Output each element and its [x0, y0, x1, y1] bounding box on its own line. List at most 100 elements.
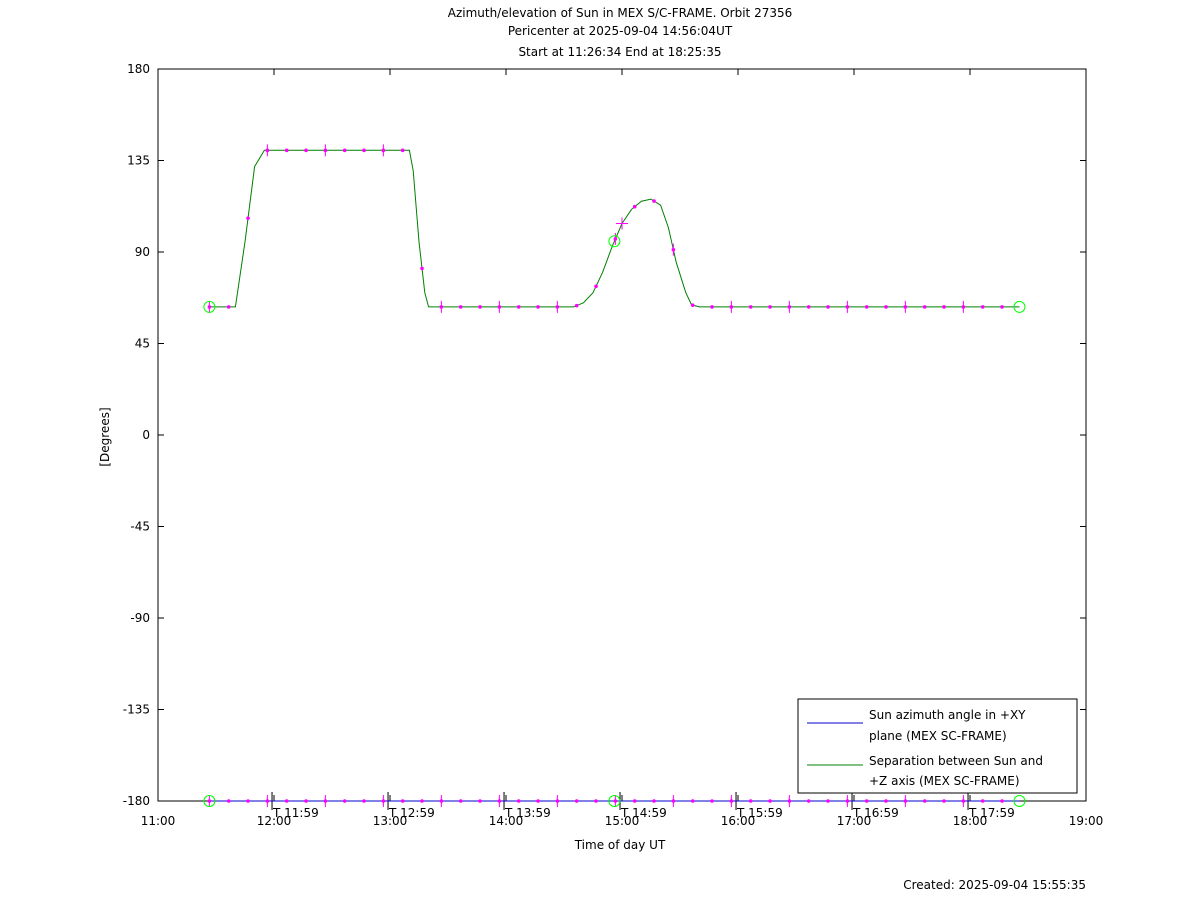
- marker-point: [922, 799, 927, 803]
- marker-point: [826, 305, 830, 309]
- chart-title-line-2: Pericenter at 2025-09-04 14:56:04UT: [508, 24, 733, 38]
- x-tick-label: 13:00: [373, 814, 408, 828]
- legend-box: [797, 698, 1078, 794]
- marker-point: [304, 148, 308, 153]
- y-tick-label: -90: [130, 611, 150, 625]
- marker-point: [768, 799, 772, 803]
- y-tick-label: 0: [142, 428, 150, 442]
- marker-point: [284, 148, 289, 153]
- legend-label-separation-line-2: +Z axis (MEX SC-FRAME): [869, 774, 1020, 788]
- legend: Sun azimuth angle in +XY plane (MEX SC-F…: [797, 698, 1078, 794]
- marker-point: [478, 799, 482, 803]
- x-tick-label: 17:00: [837, 814, 872, 828]
- marker-point: [710, 799, 714, 803]
- marker-point: [478, 305, 482, 309]
- marker-point: [574, 799, 579, 803]
- y-tick-label: 90: [135, 245, 150, 259]
- time-marker-label: T 14:59: [620, 806, 667, 820]
- legend-label-azimuth-line-1: Sun azimuth angle in +XY: [869, 708, 1026, 722]
- marker-point: [710, 305, 714, 309]
- marker-point: [864, 305, 869, 309]
- marker-point: [536, 799, 540, 803]
- chart-title: Azimuth/elevation of Sun in MEX S/C-FRAM…: [448, 6, 793, 59]
- marker-point: [594, 284, 598, 289]
- marker-point: [342, 148, 347, 153]
- marker-point: [420, 266, 424, 271]
- event-circle: [1013, 300, 1026, 313]
- marker-point: [304, 799, 308, 803]
- event-circle: [608, 235, 621, 248]
- y-tick-label: -45: [130, 520, 150, 534]
- marker-point: [594, 799, 598, 803]
- x-tick-label: 19:00: [1069, 814, 1104, 828]
- y-tick-label: 45: [135, 337, 150, 351]
- marker-point: [1000, 305, 1004, 309]
- x-tick-label: 16:00: [721, 814, 756, 828]
- marker-point: [942, 799, 946, 803]
- time-marker-label: T 16:59: [852, 806, 899, 820]
- marker-point: [458, 305, 463, 309]
- marker-point: [458, 799, 463, 803]
- marker-point: [768, 305, 772, 309]
- x-tick-label: 15:00: [605, 814, 640, 828]
- chart-title-line-1: Azimuth/elevation of Sun in MEX S/C-FRAM…: [448, 6, 793, 20]
- time-marker-label: T 15:59: [736, 806, 783, 820]
- x-tick-label: 18:00: [953, 814, 988, 828]
- legend-label-azimuth-line-2: plane (MEX SC-FRAME): [869, 729, 1007, 743]
- marker-point: [826, 799, 830, 803]
- chart-title-line-3: Start at 11:26:34 End at 18:25:35: [518, 45, 721, 59]
- series-line-1: [209, 149, 1020, 308]
- marker-point: [632, 204, 637, 209]
- time-markers: T 11:59 T 12:59 T 13:59 T 14:59 T 15:59 T 16:…: [271, 792, 1015, 820]
- y-tick-label: -180: [123, 794, 150, 808]
- marker-point: [362, 148, 366, 153]
- time-marker-label: T 13:59: [504, 806, 551, 820]
- marker-point: [748, 799, 753, 803]
- marker-point: [980, 305, 985, 309]
- event-circle: [203, 300, 216, 313]
- y-axis: 180 135 90 45 0 -45 -90 -135 -180: [123, 62, 1086, 808]
- marker-point: [226, 799, 231, 803]
- marker-point: [922, 305, 927, 309]
- marker-point: [942, 305, 946, 309]
- marker-point: [884, 305, 888, 309]
- time-marker-label: T 17:59: [968, 806, 1015, 820]
- event-circle: [608, 795, 621, 807]
- marker-point: [690, 303, 695, 307]
- y-tick-label: 135: [127, 154, 150, 168]
- marker-point: [864, 799, 869, 803]
- legend-label-separation-line-1: Separation between Sun and: [869, 754, 1043, 768]
- marker-point: [574, 303, 579, 308]
- time-marker-label: T 12:59: [388, 806, 435, 820]
- y-axis-label: [Degrees]: [98, 407, 112, 466]
- x-tick-label: 12:00: [257, 814, 292, 828]
- marker-point: [1000, 799, 1004, 803]
- marker-point: [226, 305, 231, 309]
- footer-created: Created: 2025-09-04 15:55:35: [903, 878, 1086, 892]
- marker-point: [806, 305, 811, 309]
- marker-point: [362, 799, 366, 803]
- time-marker-label: T 11:59: [272, 806, 319, 820]
- marker-point: [884, 799, 888, 803]
- marker-point: [652, 199, 656, 203]
- plot-frame: [157, 68, 1087, 802]
- marker-point: [284, 799, 289, 803]
- marker-point: [690, 799, 695, 803]
- marker-point: [516, 799, 521, 803]
- marker-point: [632, 799, 637, 803]
- x-tick-label: 11:00: [141, 814, 176, 828]
- marker-point: [806, 799, 811, 803]
- series-layer: [203, 144, 1026, 807]
- marker-point: [246, 799, 250, 803]
- x-tick-label: 14:00: [489, 814, 524, 828]
- marker-point: [342, 799, 347, 803]
- marker-point: [980, 799, 985, 803]
- marker-point: [246, 216, 250, 220]
- marker-point: [536, 305, 540, 309]
- marker-point: [748, 305, 753, 309]
- marker-point: [400, 799, 405, 803]
- marker-point: [516, 305, 521, 309]
- event-circle: [203, 795, 216, 807]
- y-tick-label: -135: [123, 703, 150, 717]
